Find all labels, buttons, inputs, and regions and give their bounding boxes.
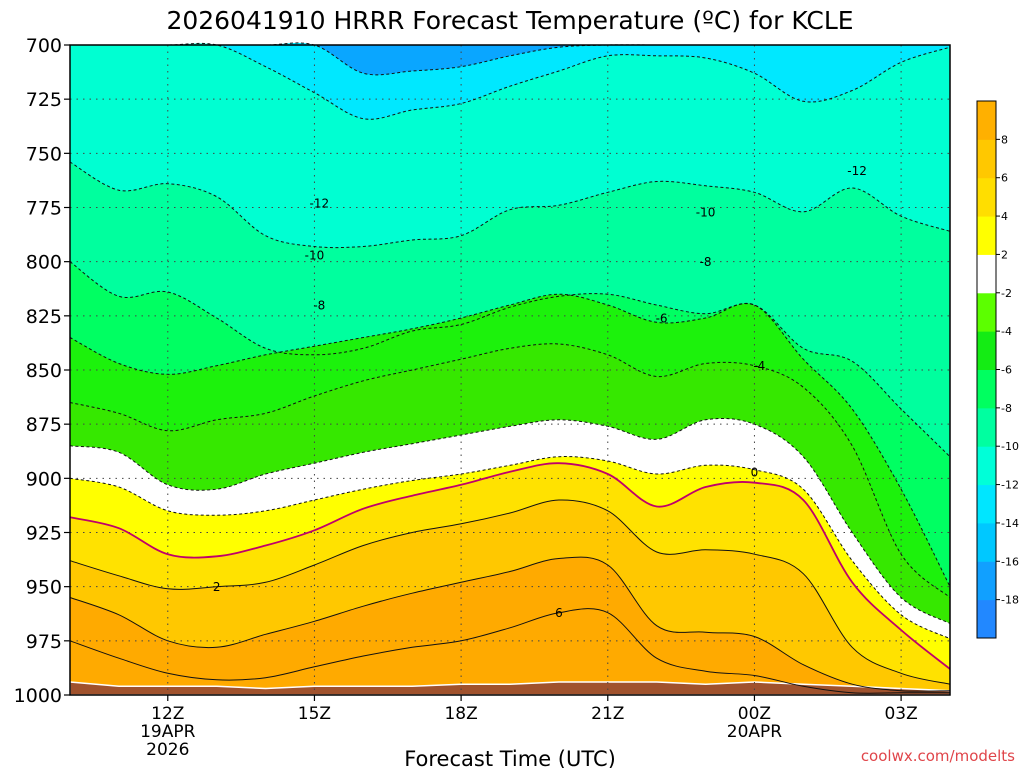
contour-line-2 (69, 499, 951, 685)
contour-line--8 (69, 293, 951, 587)
y-tick-label-825: 825 (26, 306, 62, 328)
y-tick-label-875: 875 (26, 414, 62, 436)
x-tick-label-21Z: 21Z (591, 704, 624, 724)
x-tick-sublabel-12Z-1: 2026 (146, 740, 189, 760)
contour-label-8: 0 (751, 465, 759, 479)
colorbar-swatch-12 (977, 139, 996, 179)
colorbar-label-0: 8 (1001, 133, 1008, 146)
contour-label-text-9: 2 (213, 580, 221, 594)
chart-title: 2026041910 HRRR Forecast Temperature (ºC… (166, 6, 853, 35)
y-tick-label-850: 850 (26, 360, 62, 382)
contour-line-0 (69, 462, 951, 670)
y-tick-label-700: 700 (26, 35, 62, 57)
colorbar-label-11: -16 (1001, 555, 1019, 568)
colorbar-label-5: -4 (1001, 325, 1012, 338)
credit-text: coolwx.com/modelts (861, 747, 1015, 765)
contour-labels: -12 -12 -10 -10 -8 -8 -6 -4 0 2 6 (213, 164, 867, 620)
contour-label-5: -8 (700, 255, 712, 269)
x-axis-label: Forecast Time (UTC) (404, 747, 616, 768)
contour-label-text-1: -12 (847, 164, 867, 178)
contour-label-text-3: -10 (696, 205, 716, 219)
y-tick-label-800: 800 (26, 252, 62, 274)
y-tick-label-1000: 1000 (14, 685, 62, 707)
y-tick-label-900: 900 (26, 468, 62, 490)
contour-label-10: 6 (555, 606, 563, 620)
contour-label-3: -10 (696, 205, 716, 219)
x-tick-label-00Z: 00Z (738, 704, 771, 724)
surface-polygon (69, 681, 951, 696)
contour-label-text-2: -10 (305, 249, 325, 263)
contour-label-text-6: -6 (656, 312, 668, 326)
colorbar-label-7: -8 (1001, 402, 1012, 415)
y-tick-label-950: 950 (26, 577, 62, 599)
contour-label-2: -10 (305, 249, 325, 263)
colorbar-swatch-2 (977, 522, 996, 562)
colorbar-label-8: -10 (1001, 440, 1019, 453)
y-tick-label-725: 725 (26, 89, 62, 111)
contour-line-6 (69, 608, 950, 694)
contour-line--6 (69, 343, 951, 598)
colorbar-label-6: -6 (1001, 364, 1012, 377)
colorbar-swatch-10 (977, 216, 996, 255)
colorbar-swatch-9 (977, 254, 996, 294)
colorbar-swatch-0 (977, 599, 996, 639)
contour-line--4 (69, 417, 951, 624)
contour-line--10 (69, 261, 951, 458)
colorbar-label-9: -12 (1001, 479, 1019, 492)
colorbar-swatch-4 (977, 446, 996, 486)
colorbar-label-4: -2 (1001, 287, 1012, 300)
band-above-4 (70, 557, 950, 695)
colorbar-swatch-11 (977, 177, 996, 217)
colorbar: 8 6 4 2 -2 -4 -6 -8 -10 -12 -14 -16 -18 (976, 100, 1019, 639)
colorbar-label-3: 2 (1001, 248, 1008, 261)
y-axis: 700 725 750 775 800 825 850 875 900 925 950 975 1000 (14, 35, 70, 707)
contour-label-text-0: -12 (310, 197, 330, 211)
contour-label-9: 2 (213, 580, 221, 594)
contour-label-text-5: -8 (700, 255, 712, 269)
colorbar-label-2: 4 (1001, 210, 1008, 223)
contour-label-6: -6 (656, 312, 668, 326)
contour-label-4: -8 (313, 299, 325, 313)
x-tick-label-15Z: 15Z (298, 704, 331, 724)
x-tick-label-18Z: 18Z (444, 704, 477, 724)
colorbar-swatch-6 (977, 369, 996, 409)
colorbar-swatch-5 (977, 407, 996, 447)
ground-surface (69, 681, 951, 696)
colorbar-swatch-7 (977, 331, 996, 370)
x-tick-sublabel-00Z-0: 20APR (727, 722, 783, 742)
colorbar-swatch-1 (977, 561, 996, 601)
contour-line--12 (69, 161, 951, 249)
colorbar-swatch-13 (977, 101, 996, 140)
contour-label-1: -12 (847, 164, 867, 178)
contour-line-4 (69, 556, 951, 692)
y-tick-label-750: 750 (26, 143, 62, 165)
x-tick-label-12Z: 12Z (151, 704, 184, 724)
contour-label-text-7: -4 (753, 359, 765, 373)
temperature-bands (70, 42, 950, 695)
colorbar-swatch-3 (977, 484, 996, 524)
contour-label-text-4: -8 (313, 299, 325, 313)
y-tick-label-925: 925 (26, 523, 62, 545)
colorbar-label-1: 6 (1001, 172, 1008, 185)
colorbar-label-10: -14 (1001, 517, 1019, 530)
y-tick-label-775: 775 (26, 198, 62, 220)
contour-label-text-8: 0 (751, 465, 759, 479)
x-tick-sublabel-12Z-0: 19APR (140, 722, 196, 742)
contour-line--14 (70, 42, 951, 120)
contour-label-text-10: 6 (555, 606, 563, 620)
colorbar-swatch-8 (977, 292, 996, 332)
y-tick-label-975: 975 (26, 631, 62, 653)
colorbar-label-12: -18 (1001, 594, 1019, 607)
grid-lines (70, 44, 950, 696)
contour-label-0: -12 (310, 197, 330, 211)
band-above-6 (70, 608, 950, 695)
contour-label-7: -4 (753, 359, 765, 373)
x-tick-label-03Z: 03Z (884, 704, 917, 724)
